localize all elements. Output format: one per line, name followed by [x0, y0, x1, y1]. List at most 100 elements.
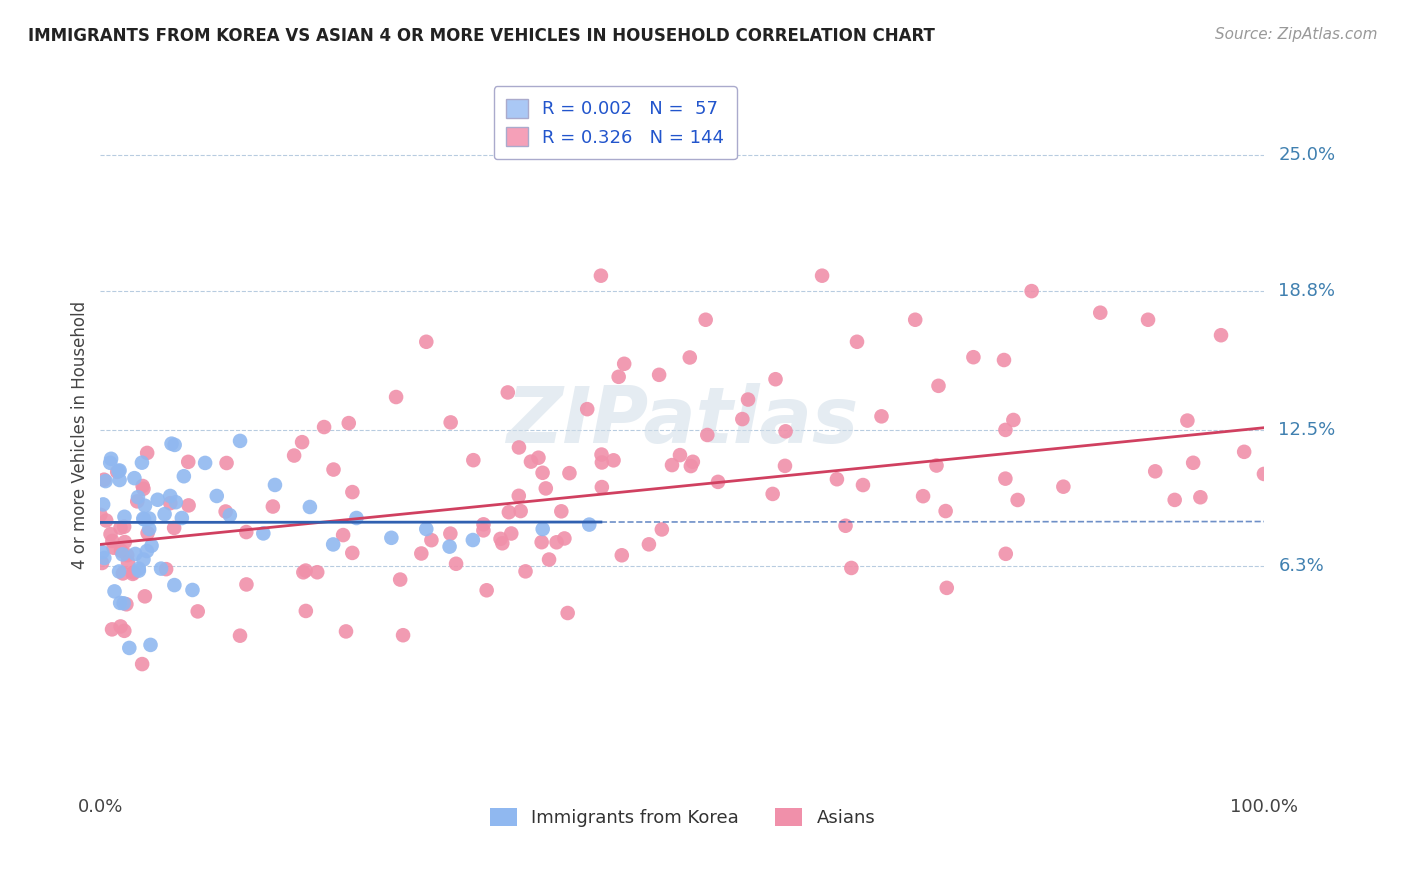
- Point: [108, 473, 131, 487]
- Point: [295, 604, 318, 618]
- Point: [122, 566, 145, 580]
- Point: [531, 522, 554, 536]
- Point: [101, 533, 124, 548]
- Text: 6.3%: 6.3%: [1278, 558, 1324, 575]
- Point: [638, 537, 661, 551]
- Point: [118, 640, 141, 655]
- Point: [131, 657, 153, 671]
- Point: [994, 547, 1017, 561]
- Point: [132, 552, 155, 566]
- Point: [134, 590, 156, 604]
- Point: [501, 526, 523, 541]
- Point: [128, 562, 150, 576]
- Point: [472, 524, 495, 538]
- Point: [127, 490, 149, 504]
- Point: [91, 545, 114, 559]
- Point: [294, 564, 316, 578]
- Point: [591, 448, 613, 462]
- Point: [91, 497, 114, 511]
- Point: [444, 557, 467, 571]
- Point: [335, 624, 357, 639]
- Point: [215, 456, 238, 470]
- Point: [138, 522, 160, 536]
- Point: [93, 551, 115, 566]
- Point: [475, 583, 498, 598]
- Point: [194, 456, 217, 470]
- Point: [342, 485, 364, 500]
- Point: [138, 511, 160, 525]
- Point: [415, 334, 437, 349]
- Point: [160, 436, 183, 450]
- Point: [124, 547, 146, 561]
- Point: [962, 350, 984, 364]
- Point: [115, 548, 138, 562]
- Point: [146, 492, 169, 507]
- Point: [613, 357, 636, 371]
- Legend: Immigrants from Korea, Asians: Immigrants from Korea, Asians: [482, 801, 883, 834]
- Point: [128, 564, 150, 578]
- Point: [322, 537, 344, 551]
- Point: [314, 420, 336, 434]
- Text: 25.0%: 25.0%: [1278, 145, 1336, 163]
- Point: [96, 514, 118, 528]
- Point: [1163, 492, 1185, 507]
- Point: [205, 489, 228, 503]
- Point: [1002, 413, 1025, 427]
- Point: [589, 268, 612, 283]
- Point: [531, 466, 554, 480]
- Point: [591, 480, 613, 494]
- Point: [491, 536, 513, 550]
- Point: [392, 628, 415, 642]
- Point: [1052, 480, 1074, 494]
- Point: [177, 455, 200, 469]
- Point: [322, 462, 344, 476]
- Point: [1090, 306, 1112, 320]
- Point: [463, 453, 485, 467]
- Point: [546, 535, 568, 549]
- Point: [103, 584, 125, 599]
- Point: [163, 521, 186, 535]
- Point: [108, 463, 131, 477]
- Point: [602, 453, 624, 467]
- Point: [1137, 312, 1160, 326]
- Point: [1177, 414, 1199, 428]
- Point: [912, 489, 935, 503]
- Point: [112, 519, 135, 533]
- Point: [177, 499, 200, 513]
- Point: [661, 458, 683, 472]
- Text: IMMIGRANTS FROM KOREA VS ASIAN 4 OR MORE VEHICLES IN HOUSEHOLD CORRELATION CHART: IMMIGRANTS FROM KOREA VS ASIAN 4 OR MORE…: [28, 27, 935, 45]
- Text: Source: ZipAtlas.com: Source: ZipAtlas.com: [1215, 27, 1378, 42]
- Point: [141, 539, 163, 553]
- Point: [679, 458, 702, 473]
- Point: [93, 473, 115, 487]
- Point: [385, 390, 408, 404]
- Point: [94, 474, 117, 488]
- Point: [252, 526, 274, 541]
- Point: [534, 482, 557, 496]
- Point: [262, 500, 284, 514]
- Point: [1007, 493, 1029, 508]
- Point: [935, 504, 957, 518]
- Point: [578, 517, 600, 532]
- Point: [114, 535, 136, 549]
- Point: [1253, 467, 1275, 481]
- Point: [187, 604, 209, 618]
- Point: [558, 466, 581, 480]
- Point: [159, 489, 181, 503]
- Point: [1189, 490, 1212, 504]
- Point: [117, 555, 139, 569]
- Point: [415, 522, 437, 536]
- Text: 12.5%: 12.5%: [1278, 421, 1336, 439]
- Point: [111, 547, 134, 561]
- Point: [100, 451, 122, 466]
- Point: [218, 508, 240, 523]
- Point: [993, 353, 1015, 368]
- Point: [1021, 284, 1043, 298]
- Point: [439, 526, 461, 541]
- Point: [841, 561, 863, 575]
- Point: [530, 535, 553, 549]
- Point: [1233, 445, 1256, 459]
- Point: [264, 478, 287, 492]
- Point: [124, 471, 146, 485]
- Point: [112, 596, 135, 610]
